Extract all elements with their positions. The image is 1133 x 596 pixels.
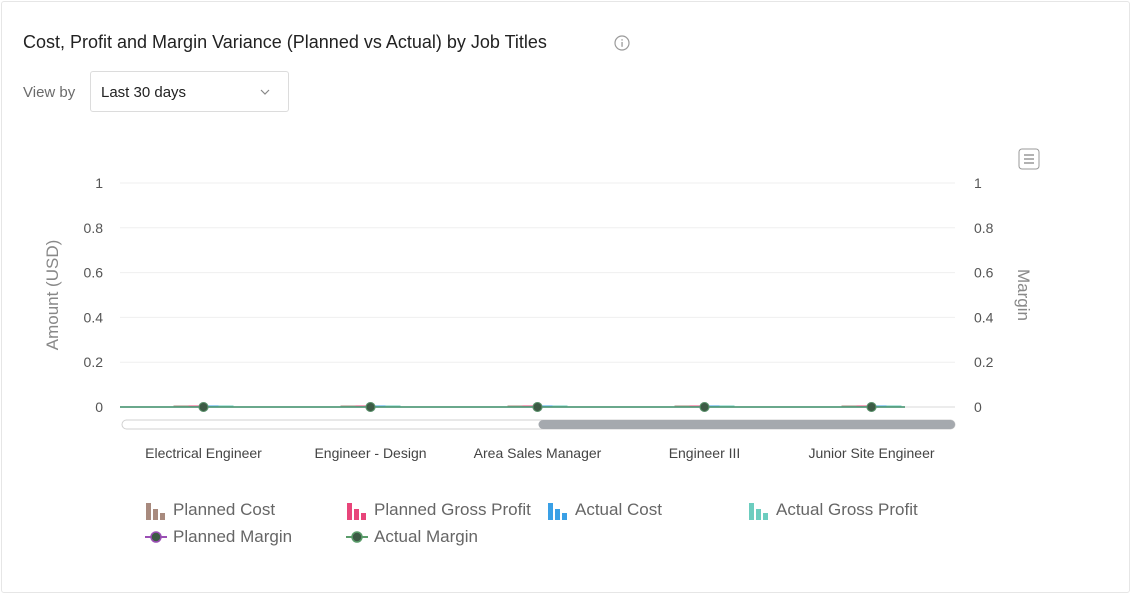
hamburger-menu-icon[interactable] — [1018, 148, 1040, 170]
legend-label: Planned Gross Profit — [374, 500, 531, 519]
line-legend-icon — [346, 531, 368, 543]
legend-item[interactable]: Actual Gross Profit — [748, 500, 918, 520]
point-actual-margin — [699, 402, 710, 412]
legend-label: Actual Gross Profit — [776, 500, 918, 519]
legend-label: Actual Margin — [374, 527, 478, 546]
y-tick-label: 0.8 — [84, 220, 104, 236]
y2-tick-label: 1 — [974, 175, 982, 191]
legend-label: Actual Cost — [575, 500, 662, 519]
scrollbar-thumb[interactable] — [538, 420, 956, 429]
y2-axis-title: Margin — [1014, 269, 1033, 321]
y2-tick-label: 0.6 — [974, 265, 994, 281]
bar-legend-icon — [347, 503, 366, 520]
info-circle-icon[interactable] — [614, 35, 630, 51]
bar-legend-icon — [548, 503, 567, 520]
view-by-label: View by — [23, 84, 76, 101]
view-by-select[interactable]: Last 30 days — [90, 71, 289, 112]
legend-label: Planned Cost — [173, 500, 276, 519]
view-by-value: Last 30 days — [101, 84, 187, 101]
point-actual-margin — [365, 402, 376, 412]
y2-tick-label: 0 — [974, 399, 982, 415]
legend-item[interactable]: Planned Gross Profit — [346, 500, 531, 520]
bar-legend-icon — [749, 503, 768, 520]
legend-item[interactable]: Actual Margin — [346, 527, 478, 547]
point-actual-margin — [198, 402, 209, 412]
legend-item[interactable]: Actual Cost — [547, 500, 662, 520]
bar-legend-icon — [146, 503, 165, 520]
legend-label: Planned Margin — [173, 527, 293, 546]
y2-tick-label: 0.4 — [974, 309, 994, 325]
x-tick-label: Engineer - Design — [314, 445, 426, 461]
point-actual-margin — [532, 402, 543, 412]
y-tick-label: 1 — [95, 175, 103, 191]
x-tick-label: Engineer III — [669, 445, 741, 461]
chevron-down-icon — [260, 89, 270, 95]
y-tick-label: 0.4 — [84, 309, 104, 325]
y2-tick-label: 0.8 — [974, 220, 994, 236]
chart-title: Cost, Profit and Margin Variance (Planne… — [23, 32, 547, 52]
x-tick-label: Junior Site Engineer — [808, 445, 934, 461]
legend-item[interactable]: Planned Cost — [145, 500, 275, 520]
y-axis-title: Amount (USD) — [43, 240, 62, 351]
point-actual-margin — [866, 402, 877, 412]
legend-item[interactable]: Planned Margin — [145, 527, 292, 547]
y-tick-label: 0.2 — [84, 354, 104, 370]
x-tick-label: Electrical Engineer — [145, 445, 262, 461]
y-tick-label: 0.6 — [84, 265, 104, 281]
y-tick-label: 0 — [95, 399, 103, 415]
x-tick-label: Area Sales Manager — [474, 445, 602, 461]
line-legend-icon — [145, 531, 167, 543]
y2-tick-label: 0.2 — [974, 354, 994, 370]
